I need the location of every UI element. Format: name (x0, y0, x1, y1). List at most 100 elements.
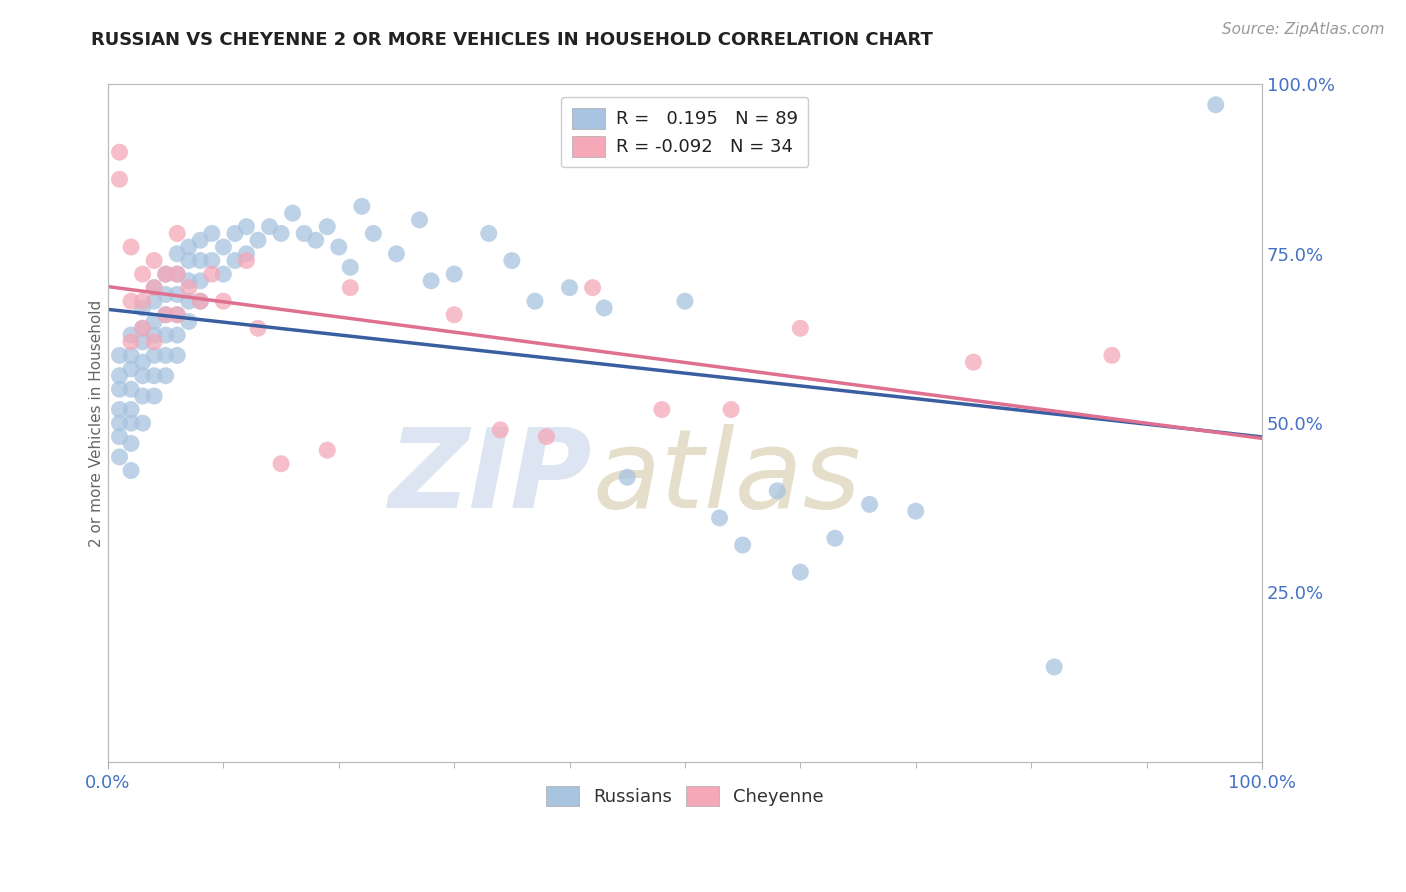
Point (328, 240, 350, 254)
Point (270, 227, 292, 241)
Point (177, 253, 200, 268)
Point (593, 301, 616, 315)
Point (789, 321, 811, 335)
Point (281, 206, 304, 220)
Point (962, 355, 984, 369)
Point (143, 368, 166, 383)
Point (131, 301, 153, 315)
Point (904, 504, 927, 518)
Point (766, 483, 789, 498)
Point (582, 280, 605, 294)
Point (616, 470, 638, 484)
Point (339, 280, 361, 294)
Point (201, 267, 224, 281)
Point (120, 382, 142, 396)
Point (155, 368, 177, 383)
Point (235, 253, 257, 268)
Point (709, 511, 731, 525)
Point (155, 308, 177, 322)
Point (155, 267, 177, 281)
Point (720, 402, 742, 417)
Point (177, 294, 200, 309)
Point (166, 227, 188, 241)
Point (143, 280, 166, 294)
Point (155, 287, 177, 301)
Point (155, 267, 177, 281)
Point (824, 531, 846, 545)
Point (131, 355, 153, 369)
Point (177, 314, 200, 328)
Point (120, 328, 142, 343)
Point (166, 287, 188, 301)
Point (131, 334, 153, 349)
Point (305, 233, 328, 247)
Point (316, 219, 339, 234)
Point (443, 308, 465, 322)
Point (177, 274, 200, 288)
Point (478, 227, 501, 241)
Point (408, 213, 430, 227)
Point (201, 253, 224, 268)
Point (108, 416, 131, 430)
Point (188, 294, 211, 309)
Point (523, 294, 546, 309)
Legend: Russians, Cheyenne: Russians, Cheyenne (538, 779, 831, 814)
Point (108, 145, 131, 160)
Point (188, 253, 211, 268)
Text: ZIP: ZIP (389, 424, 593, 531)
Point (212, 267, 235, 281)
Point (143, 294, 166, 309)
Point (188, 274, 211, 288)
Text: Source: ZipAtlas.com: Source: ZipAtlas.com (1222, 22, 1385, 37)
Point (108, 402, 131, 417)
Point (131, 368, 153, 383)
Point (131, 416, 153, 430)
Point (120, 463, 142, 477)
Point (385, 246, 408, 260)
Point (120, 348, 142, 362)
Point (166, 246, 188, 260)
Point (131, 389, 153, 403)
Point (420, 274, 443, 288)
Point (108, 348, 131, 362)
Point (443, 267, 465, 281)
Point (143, 348, 166, 362)
Point (131, 267, 153, 281)
Point (558, 280, 581, 294)
Point (212, 240, 235, 254)
Point (166, 348, 188, 362)
Text: atlas: atlas (593, 424, 862, 531)
Point (108, 172, 131, 186)
Point (188, 294, 211, 309)
Point (292, 227, 315, 241)
Point (235, 246, 257, 260)
Point (177, 280, 200, 294)
Point (143, 314, 166, 328)
Point (246, 321, 269, 335)
Point (166, 308, 188, 322)
Point (789, 565, 811, 579)
Y-axis label: 2 or more Vehicles in Household: 2 or more Vehicles in Household (90, 300, 104, 547)
Text: RUSSIAN VS CHEYENNE 2 OR MORE VEHICLES IN HOUSEHOLD CORRELATION CHART: RUSSIAN VS CHEYENNE 2 OR MORE VEHICLES I… (91, 31, 934, 49)
Point (363, 227, 385, 241)
Point (120, 334, 142, 349)
Point (731, 538, 754, 552)
Point (1101, 348, 1123, 362)
Point (166, 328, 188, 343)
Point (166, 267, 188, 281)
Point (120, 294, 142, 309)
Point (155, 308, 177, 322)
Point (673, 294, 696, 309)
Point (1205, 97, 1227, 112)
Point (166, 267, 188, 281)
Point (108, 368, 131, 383)
Point (120, 362, 142, 376)
Point (224, 253, 246, 268)
Point (259, 219, 281, 234)
Point (108, 430, 131, 444)
Point (188, 233, 211, 247)
Point (350, 199, 373, 213)
Point (155, 348, 177, 362)
Point (120, 240, 142, 254)
Point (1043, 660, 1066, 674)
